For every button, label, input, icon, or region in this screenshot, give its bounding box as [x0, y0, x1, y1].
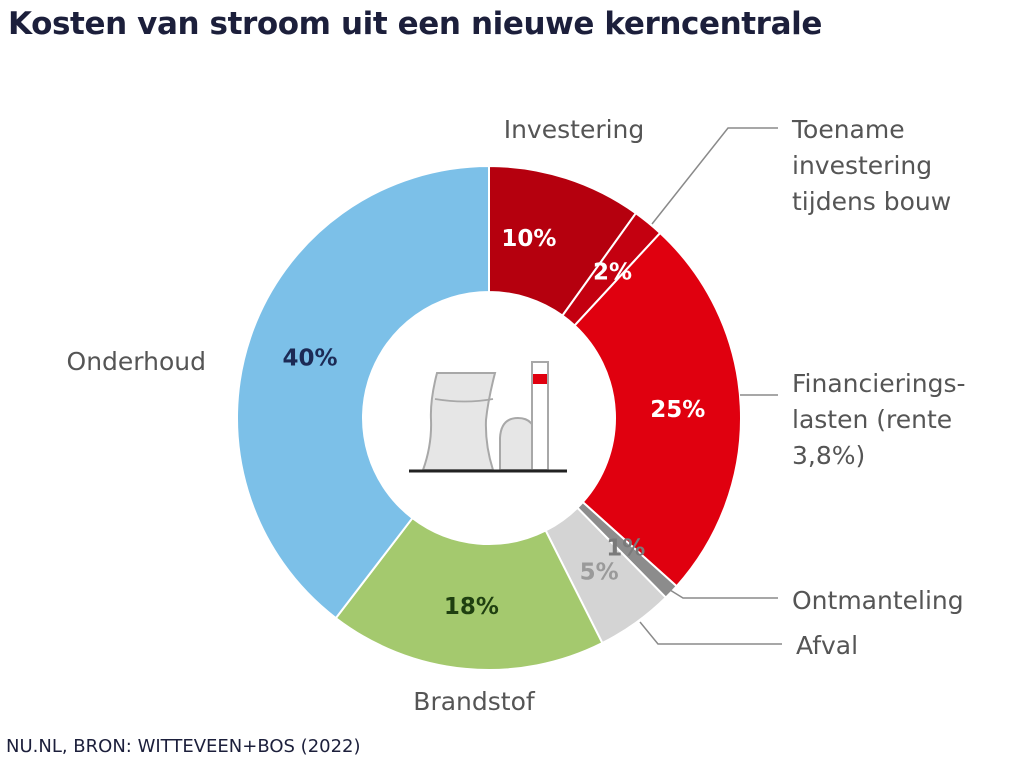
nuclear-power-plant-icon: [409, 361, 567, 473]
value-label-brandstof: 18%: [444, 594, 499, 620]
donut-slices: [236, 164, 742, 671]
value-label-toename: 2%: [593, 260, 632, 286]
value-label-financiering: 25%: [650, 397, 705, 423]
category-label-afval: Afval: [796, 631, 858, 660]
page-title: Kosten van stroom uit een nieuwe kerncen…: [8, 6, 822, 42]
value-label-ontmanteling: 1%: [606, 535, 645, 561]
category-label-ontmanteling: Ontmanteling: [792, 586, 964, 615]
value-labels: 10% 2% 25% 1%5% 18% 40%: [282, 226, 705, 620]
category-labels: Investering Toename investering tijdens bou…: [67, 115, 966, 716]
leader-line-toename: [651, 127, 778, 225]
slice-brandstof: [334, 516, 604, 671]
category-label-brandstof: Brandstof: [413, 687, 536, 716]
leader-line-ontmanteling: [669, 589, 778, 599]
source-note: NU.NL, BRON: WITTEVEEN+BOS (2022): [6, 736, 361, 757]
value-label-onderhoud: 40%: [282, 345, 337, 371]
value-label-investering: 10%: [501, 226, 556, 252]
slice-financiering: [573, 231, 742, 588]
leader-line-afval: [639, 621, 782, 645]
category-label-toename: Toename investering tijdens bouw: [791, 115, 951, 216]
value-label-afval: 5%: [580, 560, 619, 586]
category-label-investering: Investering: [504, 115, 645, 144]
leader-lines: [639, 127, 782, 645]
slice-onderhoud: [236, 164, 490, 620]
category-label-onderhoud: Onderhoud: [67, 347, 206, 376]
category-label-financiering: Financierings-lasten (rente 3,8%): [792, 369, 966, 470]
